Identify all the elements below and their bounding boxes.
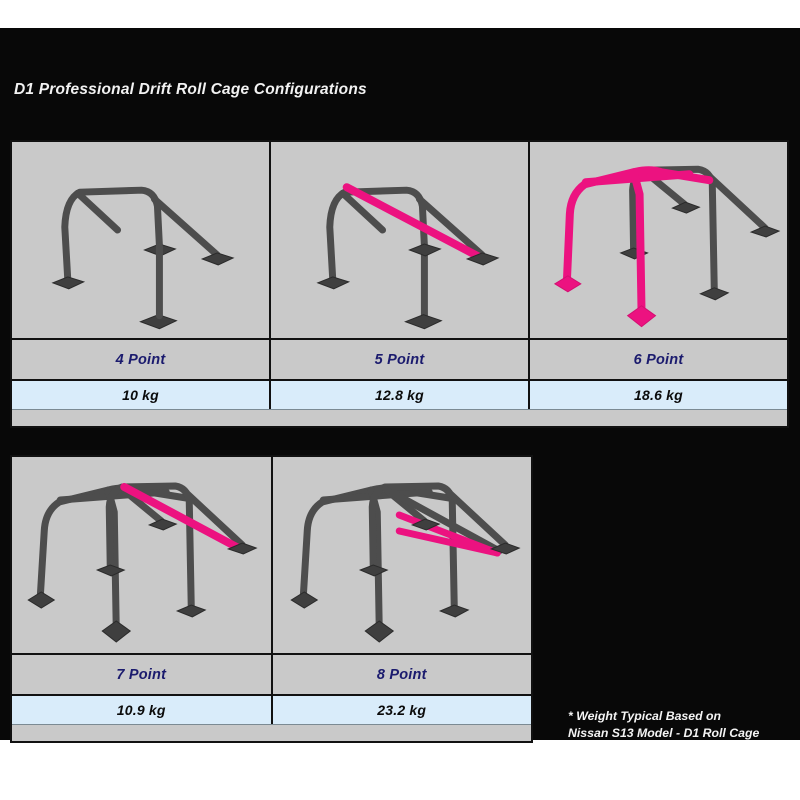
mount-plate <box>489 542 521 555</box>
mount-plate <box>671 201 701 214</box>
weight-row-bottom: 10.9 kg 23.2 kg <box>12 694 531 725</box>
mount-plate <box>200 252 235 266</box>
footnote-line-1: * Weight Typical Based on <box>568 709 722 723</box>
mount-plate <box>27 591 56 609</box>
mount-plate <box>465 252 500 266</box>
mount-plate <box>226 542 258 555</box>
mount-plate <box>175 604 207 618</box>
cage-7-point-cell[interactable] <box>12 457 271 653</box>
mount-plate-highlight <box>626 305 657 328</box>
config-weight: 12.8 kg <box>375 387 424 403</box>
label-row-top: 4 Point 5 Point 6 Point <box>12 338 787 379</box>
config-label: 4 Point <box>115 351 166 368</box>
config-label: 5 Point <box>374 351 425 368</box>
mount-plate <box>316 276 351 290</box>
highlight-brace <box>342 183 486 262</box>
mount-plate-highlight <box>553 275 582 293</box>
mount-plate <box>699 287 730 301</box>
mount-plate <box>289 591 318 609</box>
roll-cage-table-bottom: 7 Point 8 Point 10.9 kg 23.2 kg <box>10 455 533 743</box>
mount-plate <box>749 225 781 238</box>
mount-plate <box>363 620 394 643</box>
label-row-bottom: 7 Point 8 Point <box>12 653 531 694</box>
mount-plate <box>51 276 86 290</box>
highlight-harness-bars <box>395 511 501 557</box>
config-label: 6 Point <box>633 351 684 368</box>
diagram-row-top <box>12 142 787 338</box>
cage-7-point-diagram <box>27 482 258 643</box>
cage-4-point-cell[interactable] <box>12 142 269 338</box>
config-weight: 23.2 kg <box>377 702 427 718</box>
label-cell-5-point: 5 Point <box>269 340 528 379</box>
cage-5-point-cell[interactable] <box>269 142 528 338</box>
pad-row-bottom <box>12 725 531 739</box>
config-weight: 10 kg <box>122 387 159 403</box>
cage-6-point-diagram <box>553 165 781 328</box>
diagram-row-bottom <box>12 457 531 653</box>
pad-row-top <box>12 410 787 424</box>
config-weight: 10.9 kg <box>116 702 166 718</box>
weight-cell-8-point: 23.2 kg <box>270 696 531 724</box>
cage-5-point-diagram <box>316 183 500 330</box>
mount-plate <box>139 314 178 330</box>
weight-cell-7-point: 10.9 kg <box>12 696 271 724</box>
weight-cell-5-point: 12.8 kg <box>269 381 528 409</box>
cage-8-point-cell[interactable] <box>270 457 531 653</box>
label-cell-4-point: 4 Point <box>12 340 269 379</box>
cage-8-point-diagram <box>289 482 521 643</box>
pad-cell <box>12 725 531 739</box>
footnote-line-2: Nissan S13 Model - D1 Roll Cage <box>568 725 760 740</box>
mount-plate <box>101 620 132 643</box>
highlight-brace <box>120 483 245 553</box>
weight-cell-4-point: 10 kg <box>12 381 269 409</box>
weight-row-top: 10 kg 12.8 kg 18.6 kg <box>12 379 787 410</box>
cage-6-point-cell[interactable] <box>528 142 787 338</box>
label-cell-8-point: 8 Point <box>270 655 531 694</box>
pad-cell <box>12 410 787 424</box>
mount-plate <box>438 604 469 618</box>
cage-4-point-diagram <box>51 186 235 330</box>
mount-plate <box>358 564 389 577</box>
mount-plate <box>410 518 441 531</box>
highlight-front-hoop <box>562 166 714 318</box>
config-weight: 18.6 kg <box>634 387 683 403</box>
weight-cell-6-point: 18.6 kg <box>528 381 787 409</box>
roll-cage-table-top: 4 Point 5 Point 6 Point 10 kg 12.8 kg 18… <box>10 140 789 428</box>
config-label: 8 Point <box>376 666 427 683</box>
poster-canvas: D1 Professional Drift Roll Cage Configur… <box>0 28 800 743</box>
mount-plate <box>147 518 178 531</box>
label-cell-7-point: 7 Point <box>12 655 271 694</box>
mount-plate <box>95 564 126 577</box>
label-cell-6-point: 6 Point <box>528 340 787 379</box>
mount-plate <box>404 314 443 330</box>
mount-plate <box>408 243 442 257</box>
config-label: 7 Point <box>116 666 167 683</box>
page-title: D1 Professional Drift Roll Cage Configur… <box>14 81 367 98</box>
weight-footnote: * Weight Typical Based on Nissan S13 Mod… <box>568 708 759 742</box>
